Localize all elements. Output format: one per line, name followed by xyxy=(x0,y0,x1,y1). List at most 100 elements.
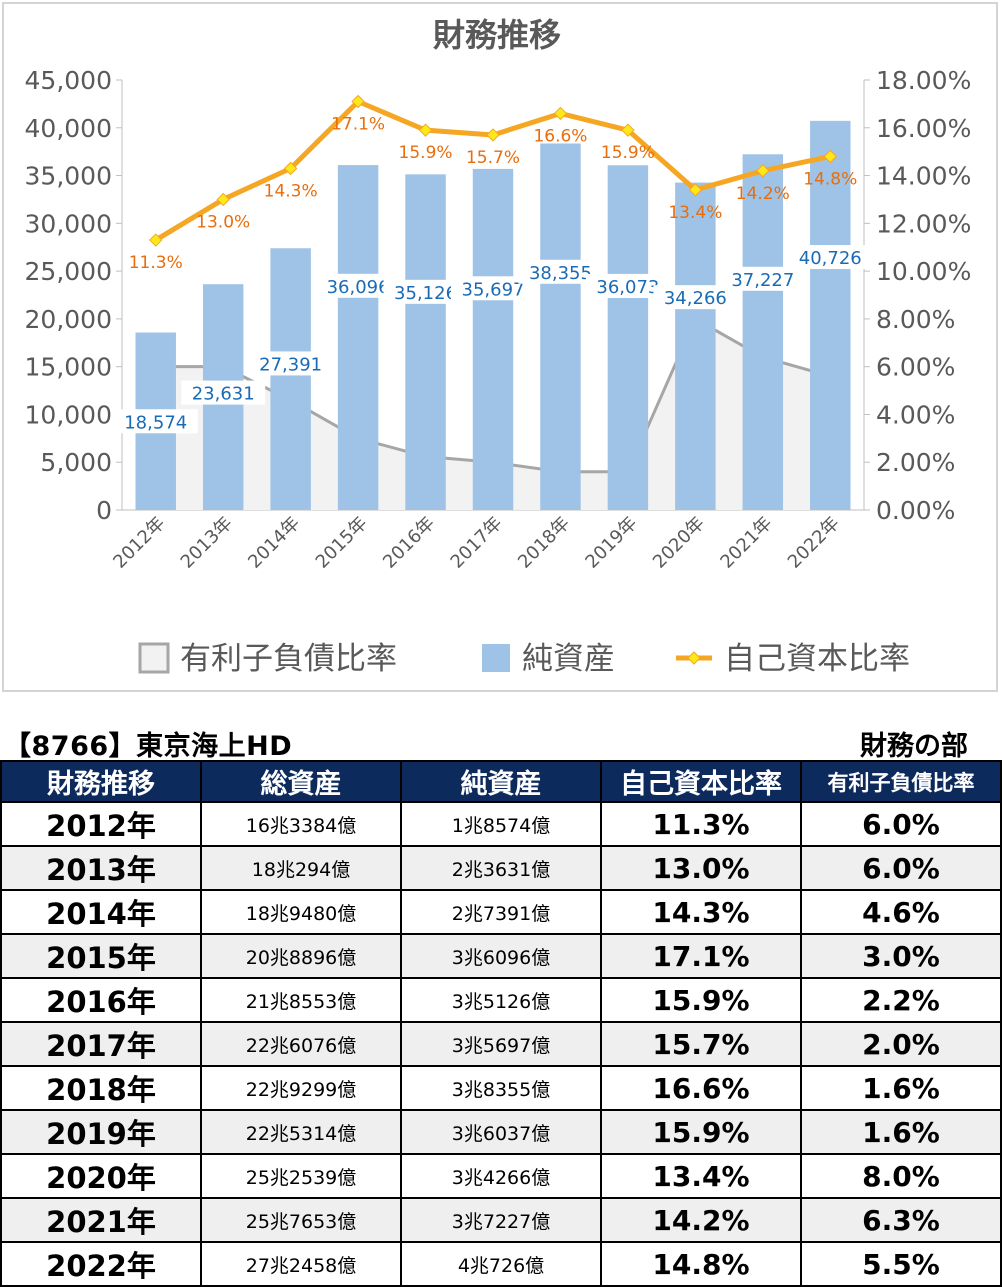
cell-year: 2022年 xyxy=(0,1241,202,1287)
y-right-tick-label: 0.00% xyxy=(876,496,955,525)
line-value-label: 13.0% xyxy=(196,212,250,232)
cell-debt-ratio: 3.0% xyxy=(800,933,1002,979)
cell-year: 2014年 xyxy=(0,889,202,935)
area-debt-ratio-fill xyxy=(155,318,831,510)
chart-title: 財務推移 xyxy=(433,16,561,54)
cell-debt-ratio: 6.3% xyxy=(800,1197,1002,1243)
cell-debt-ratio: 2.0% xyxy=(800,1021,1002,1067)
x-tick-label: 2016年 xyxy=(379,513,439,573)
cell-total-assets: 21兆8553億 xyxy=(200,977,402,1023)
cell-equity-ratio: 14.2% xyxy=(600,1197,802,1243)
bar-label-bg xyxy=(788,245,873,270)
table-row: 2015年 20兆8896億 3兆6096億 17.1% 3.0% xyxy=(0,933,1002,979)
line-value-label: 15.9% xyxy=(399,143,453,163)
y-right-tick-label: 2.00% xyxy=(876,448,955,477)
legend-label-net-assets: 純資産 xyxy=(522,641,615,677)
cell-net-assets: 3兆8355億 xyxy=(400,1065,602,1111)
cell-year: 2012年 xyxy=(0,801,202,847)
bar-value-label: 34,266 xyxy=(664,288,727,309)
line-value-label: 14.8% xyxy=(803,169,857,189)
y-right-tick-label: 10.00% xyxy=(876,257,971,286)
cell-total-assets: 22兆9299億 xyxy=(200,1065,402,1111)
y-left-tick-label: 40,000 xyxy=(25,114,112,143)
line-marker xyxy=(283,161,298,176)
line-value-label: 11.3% xyxy=(129,253,183,273)
line-marker xyxy=(621,123,635,137)
line-marker xyxy=(216,192,230,207)
table-row: 2018年 22兆9299億 3兆8355億 16.6% 1.6% xyxy=(0,1065,1002,1111)
table-row: 2022年 27兆2458億 4兆726億 14.8% 5.5% xyxy=(0,1241,1002,1287)
table-row: 2016年 21兆8553億 3兆5126億 15.9% 2.2% xyxy=(0,977,1002,1023)
cell-year: 2021年 xyxy=(0,1197,202,1243)
cell-net-assets: 3兆5697億 xyxy=(400,1021,602,1067)
cell-total-assets: 25兆7653億 xyxy=(200,1197,402,1243)
line-value-label: 16.6% xyxy=(533,126,587,146)
section-title: 財務の部 xyxy=(860,731,968,762)
y-right-tick-label: 8.00% xyxy=(876,305,955,334)
cell-equity-ratio: 13.4% xyxy=(600,1153,802,1199)
cell-equity-ratio: 16.6% xyxy=(600,1065,802,1111)
y-right-tick-label: 6.00% xyxy=(876,353,955,382)
y-right-tick-label: 14.00% xyxy=(876,162,971,191)
legend-label-equity-ratio: 自己資本比率 xyxy=(724,641,910,677)
x-tick-label: 2021年 xyxy=(716,513,776,573)
cell-debt-ratio: 1.6% xyxy=(800,1109,1002,1155)
cell-equity-ratio: 15.7% xyxy=(600,1021,802,1067)
line-marker xyxy=(418,123,433,137)
stock-title: 【8766】東京海上HD xyxy=(4,731,293,762)
x-tick-label: 2020年 xyxy=(649,513,709,573)
y-left-tick-label: 10,000 xyxy=(25,400,112,429)
cell-total-assets: 22兆5314億 xyxy=(200,1109,402,1155)
bar-value-label: 18,574 xyxy=(124,412,187,433)
cell-net-assets: 1兆8574億 xyxy=(400,801,602,847)
line-value-label: 15.9% xyxy=(601,143,655,163)
table-row: 2019年 22兆5314億 3兆6037億 15.9% 1.6% xyxy=(0,1109,1002,1155)
y-left-tick-label: 5,000 xyxy=(40,448,112,477)
x-tick-label: 2014年 xyxy=(244,513,304,573)
cell-debt-ratio: 8.0% xyxy=(800,1153,1002,1199)
table-row: 2014年 18兆9480億 2兆7391億 14.3% 4.6% xyxy=(0,889,1002,935)
bar-net-assets xyxy=(540,143,581,510)
cell-debt-ratio: 1.6% xyxy=(800,1065,1002,1111)
cell-debt-ratio: 4.6% xyxy=(800,889,1002,935)
table-header-row: 財務推移 総資産 純資産 自己資本比率 有利子負債比率 xyxy=(0,760,1002,803)
cell-net-assets: 2兆3631億 xyxy=(400,845,602,891)
cell-equity-ratio: 13.0% xyxy=(600,845,802,891)
x-tick-label: 2012年 xyxy=(109,513,169,573)
y-left-tick-label: 35,000 xyxy=(25,162,112,191)
cell-year: 2019年 xyxy=(0,1109,202,1155)
bar-net-assets xyxy=(675,182,716,510)
cell-total-assets: 22兆6076億 xyxy=(200,1021,402,1067)
cell-total-assets: 27兆2458億 xyxy=(200,1241,402,1287)
header-net-assets: 純資産 xyxy=(400,760,602,803)
cell-year: 2016年 xyxy=(0,977,202,1023)
bar-value-label: 38,355 xyxy=(529,263,592,284)
legend-label-debt-ratio: 有利子負債比率 xyxy=(180,641,397,677)
x-tick-label: 2013年 xyxy=(177,513,237,573)
cell-year: 2017年 xyxy=(0,1021,202,1067)
cell-equity-ratio: 11.3% xyxy=(600,801,802,847)
cell-net-assets: 4兆726億 xyxy=(400,1241,602,1287)
cell-net-assets: 2兆7391億 xyxy=(400,889,602,935)
legend-swatch-debt-ratio xyxy=(138,642,170,674)
cell-equity-ratio: 17.1% xyxy=(600,933,802,979)
legend-marker-equity-ratio xyxy=(687,651,701,665)
bar-value-label: 37,227 xyxy=(731,270,794,291)
cell-equity-ratio: 15.9% xyxy=(600,1109,802,1155)
bar-label-bg xyxy=(113,409,198,434)
bar-net-assets xyxy=(472,168,514,511)
y-right-tick-label: 12.00% xyxy=(876,209,971,238)
line-value-label: 15.7% xyxy=(466,148,520,168)
table-row: 2020年 25兆2539億 3兆4266億 13.4% 8.0% xyxy=(0,1153,1002,1199)
table-row: 2012年 16兆3384億 1兆8574億 11.3% 6.0% xyxy=(0,801,1002,847)
header-debt-ratio: 有利子負債比率 xyxy=(800,760,1002,803)
y-left-tick-label: 20,000 xyxy=(25,305,112,334)
y-left-tick-label: 25,000 xyxy=(25,257,112,286)
table-row: 2017年 22兆6076億 3兆5697億 15.7% 2.0% xyxy=(0,1021,1002,1067)
bar-value-label: 35,126 xyxy=(394,283,457,304)
cell-total-assets: 25兆2539億 xyxy=(200,1153,402,1199)
cell-debt-ratio: 6.0% xyxy=(800,801,1002,847)
y-left-tick-label: 0 xyxy=(96,496,112,525)
bar-value-label: 27,391 xyxy=(259,354,322,375)
line-marker xyxy=(486,128,500,142)
